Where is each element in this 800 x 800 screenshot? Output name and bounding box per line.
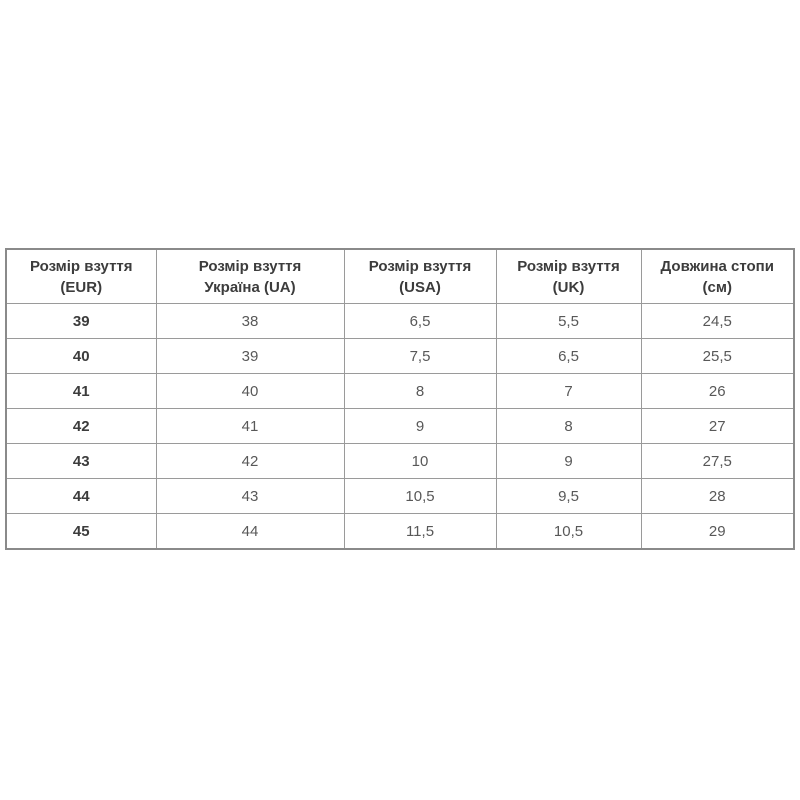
cell-ua: 42 [155, 443, 345, 479]
table-row: 45 44 11,5 10,5 29 [5, 513, 795, 550]
column-header-line1: Розмір взуття [198, 257, 302, 275]
cell-ua: 43 [155, 478, 345, 514]
cell-ua: 44 [155, 513, 345, 550]
table-head: Розмір взуття (EUR) Розмір взуття Україна (… [5, 248, 795, 304]
table-row: 44 43 10,5 9,5 28 [5, 478, 795, 514]
table-row: 39 38 6,5 5,5 24,5 [5, 303, 795, 339]
cell-ua: 39 [155, 338, 345, 374]
cell-eur: 45 [5, 513, 157, 550]
cell-uk: 10,5 [495, 513, 642, 550]
table-row: 42 41 9 8 27 [5, 408, 795, 444]
cell-ua: 40 [155, 373, 345, 409]
shoe-size-conversion-table: Розмір взуття (EUR) Розмір взуття Україна (… [5, 248, 795, 550]
cell-uk: 9 [495, 443, 642, 479]
cell-eur: 44 [5, 478, 157, 514]
column-header-line2: (EUR) [60, 278, 103, 296]
cell-ua: 38 [155, 303, 345, 339]
cell-uk: 5,5 [495, 303, 642, 339]
cell-eur: 41 [5, 373, 157, 409]
cell-eur: 42 [5, 408, 157, 444]
column-header-ua: Розмір взуття Україна (UA) [155, 248, 345, 304]
cell-eur: 39 [5, 303, 157, 339]
column-header-usa: Розмір взуття (USA) [343, 248, 497, 304]
cell-uk: 9,5 [495, 478, 642, 514]
table-row: 40 39 7,5 6,5 25,5 [5, 338, 795, 374]
column-header-cm: Довжина стопи (см) [640, 248, 795, 304]
cell-uk: 7 [495, 373, 642, 409]
cell-usa: 11,5 [343, 513, 497, 550]
cell-cm: 27 [640, 408, 795, 444]
cell-usa: 8 [343, 373, 497, 409]
column-header-line1: Розмір взуття [517, 257, 620, 275]
table-row: 43 42 10 9 27,5 [5, 443, 795, 479]
cell-cm: 25,5 [640, 338, 795, 374]
cell-cm: 28 [640, 478, 795, 514]
column-header-line2: Україна (UA) [204, 278, 296, 296]
table-row: 41 40 8 7 26 [5, 373, 795, 409]
column-header-uk: Розмір взуття (UK) [495, 248, 642, 304]
column-header-line1: Довжина стопи [660, 257, 774, 275]
cell-uk: 8 [495, 408, 642, 444]
cell-cm: 24,5 [640, 303, 795, 339]
column-header-line2: (USA) [399, 278, 441, 296]
column-header-eur: Розмір взуття (EUR) [5, 248, 157, 304]
cell-cm: 27,5 [640, 443, 795, 479]
cell-cm: 29 [640, 513, 795, 550]
cell-usa: 10 [343, 443, 497, 479]
cell-usa: 6,5 [343, 303, 497, 339]
cell-eur: 40 [5, 338, 157, 374]
column-header-line2: (UK) [552, 278, 585, 296]
column-header-line2: (см) [702, 278, 732, 296]
column-header-line1: Розмір взуття [29, 257, 133, 275]
table-header-row: Розмір взуття (EUR) Розмір взуття Україна (… [5, 248, 795, 304]
cell-usa: 10,5 [343, 478, 497, 514]
cell-usa: 7,5 [343, 338, 497, 374]
cell-uk: 6,5 [495, 338, 642, 374]
cell-ua: 41 [155, 408, 345, 444]
cell-cm: 26 [640, 373, 795, 409]
table-body: 39 38 6,5 5,5 24,5 40 39 7,5 6,5 25,5 41 40 8 7 26 42 41… [5, 303, 795, 550]
cell-eur: 43 [5, 443, 157, 479]
column-header-line1: Розмір взуття [368, 257, 472, 275]
cell-usa: 9 [343, 408, 497, 444]
